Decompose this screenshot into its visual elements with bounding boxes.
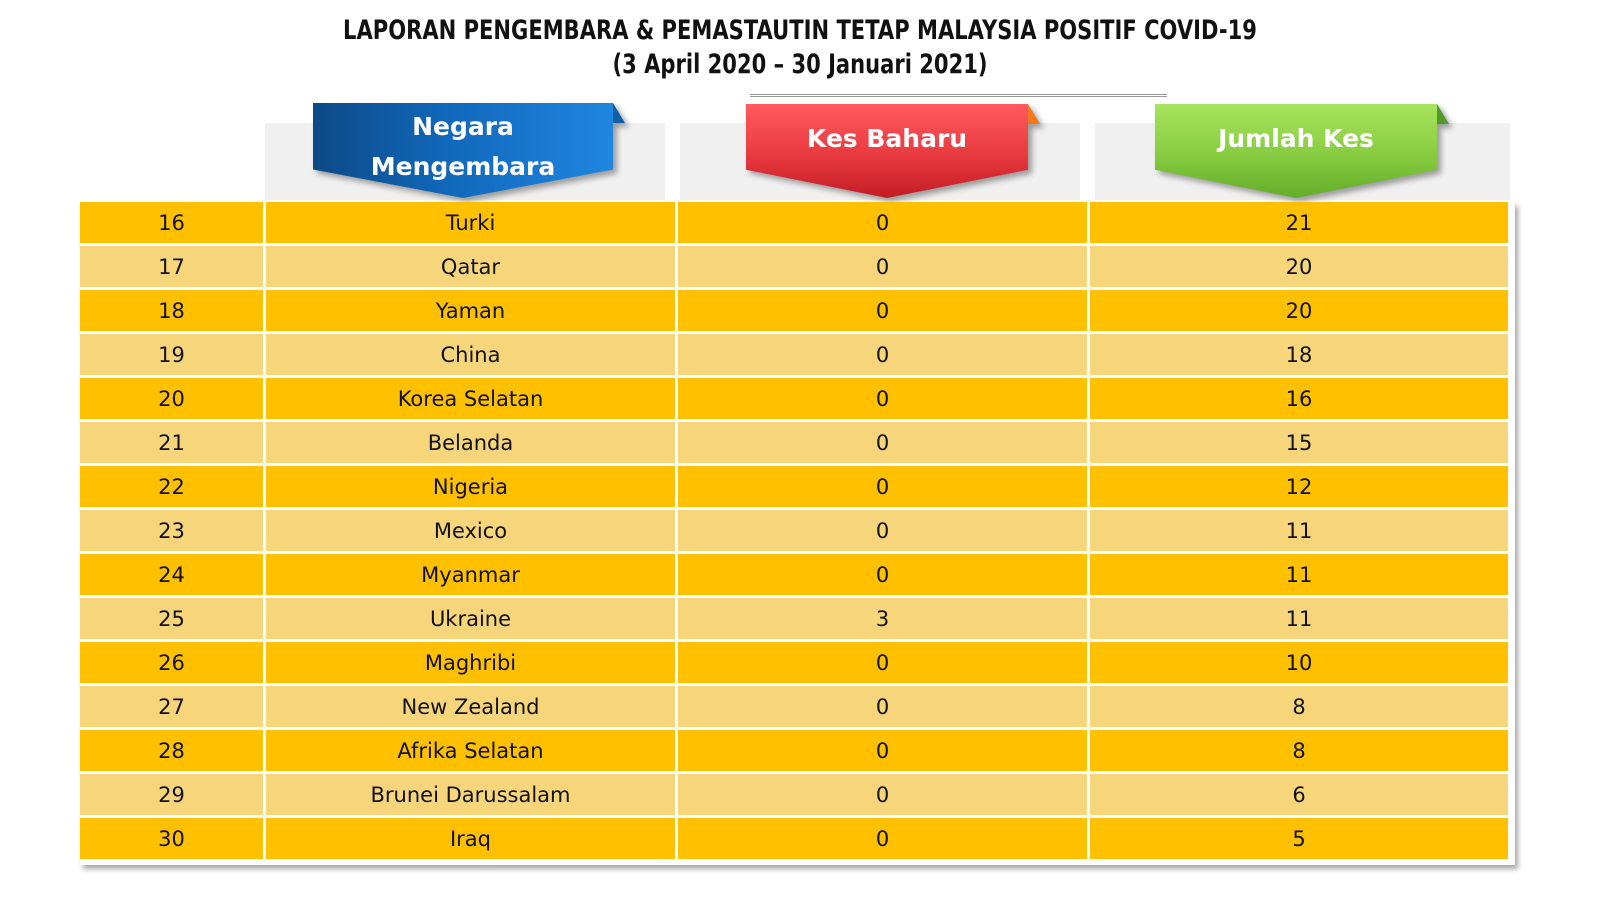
- country-name: Afrika Selatan: [266, 730, 675, 771]
- row-number: 28: [80, 730, 263, 771]
- new-cases-value: 0: [678, 422, 1087, 463]
- row-number: 17: [80, 246, 263, 287]
- new-cases-value: 0: [678, 686, 1087, 727]
- total-cases-value: 11: [1090, 598, 1508, 639]
- table-row: 26 Maghribi 0 10: [80, 642, 1515, 683]
- new-cases-value: 0: [678, 818, 1087, 859]
- row-number: 20: [80, 378, 263, 419]
- total-cases-value: 18: [1090, 334, 1508, 375]
- new-cases-value: 0: [678, 334, 1087, 375]
- total-cases-value: 8: [1090, 686, 1508, 727]
- row-number: 16: [80, 202, 263, 243]
- country-name: Qatar: [266, 246, 675, 287]
- total-cases-value: 11: [1090, 554, 1508, 595]
- table-row: 21 Belanda 0 15: [80, 422, 1515, 463]
- total-cases-value: 12: [1090, 466, 1508, 507]
- row-number: 30: [80, 818, 263, 859]
- cases-table: 16 Turki 0 21 17 Qatar 0 20 18 Yaman 0 2…: [80, 202, 1515, 865]
- country-name: Belanda: [266, 422, 675, 463]
- report-title: LAPORAN PENGEMBARA & PEMASTAUTIN TETAP M…: [0, 14, 1600, 82]
- total-cases-value: 5: [1090, 818, 1508, 859]
- new-cases-value: 0: [678, 202, 1087, 243]
- country-name: Myanmar: [266, 554, 675, 595]
- new-cases-value: 0: [678, 246, 1087, 287]
- column-header-new-cases-label: Kes Baharu: [806, 124, 968, 153]
- table-row: 28 Afrika Selatan 0 8: [80, 730, 1515, 771]
- column-header-total-cases-label: Jumlah Kes: [1218, 124, 1374, 153]
- new-cases-value: 0: [678, 554, 1087, 595]
- title-divider: [750, 94, 1167, 97]
- country-name: Turki: [266, 202, 675, 243]
- column-header-country: Negara Mengembara: [313, 103, 625, 198]
- country-name: Nigeria: [266, 466, 675, 507]
- new-cases-value: 0: [678, 642, 1087, 683]
- total-cases-value: 20: [1090, 246, 1508, 287]
- row-number: 21: [80, 422, 263, 463]
- column-header-country-line1: Negara: [412, 112, 514, 141]
- row-number: 29: [80, 774, 263, 815]
- table-row: 30 Iraq 0 5: [80, 818, 1515, 859]
- title-line-2: (3 April 2020 – 30 Januari 2021): [612, 49, 988, 80]
- country-name: Korea Selatan: [266, 378, 675, 419]
- country-name: Brunei Darussalam: [266, 774, 675, 815]
- column-header-country-line2: Mengembara: [370, 152, 556, 181]
- new-cases-value: 0: [678, 730, 1087, 771]
- row-number: 26: [80, 642, 263, 683]
- total-cases-value: 11: [1090, 510, 1508, 551]
- new-cases-value: 0: [678, 774, 1087, 815]
- country-name: Yaman: [266, 290, 675, 331]
- row-number: 18: [80, 290, 263, 331]
- country-name: Iraq: [266, 818, 675, 859]
- new-cases-value: 3: [678, 598, 1087, 639]
- new-cases-value: 0: [678, 510, 1087, 551]
- row-number: 25: [80, 598, 263, 639]
- row-number: 22: [80, 466, 263, 507]
- row-number: 19: [80, 334, 263, 375]
- table-row: 25 Ukraine 3 11: [80, 598, 1515, 639]
- total-cases-value: 16: [1090, 378, 1508, 419]
- column-header-total-cases: Jumlah Kes: [1155, 104, 1449, 198]
- row-number: 27: [80, 686, 263, 727]
- table-row: 23 Mexico 0 11: [80, 510, 1515, 551]
- title-line-1: LAPORAN PENGEMBARA & PEMASTAUTIN TETAP M…: [343, 15, 1257, 46]
- total-cases-value: 6: [1090, 774, 1508, 815]
- new-cases-value: 0: [678, 466, 1087, 507]
- table-row: 24 Myanmar 0 11: [80, 554, 1515, 595]
- total-cases-value: 20: [1090, 290, 1508, 331]
- table-row: 18 Yaman 0 20: [80, 290, 1515, 331]
- table-row: 27 New Zealand 0 8: [80, 686, 1515, 727]
- new-cases-value: 0: [678, 378, 1087, 419]
- table-row: 29 Brunei Darussalam 0 6: [80, 774, 1515, 815]
- table-row: 19 China 0 18: [80, 334, 1515, 375]
- country-name: Maghribi: [266, 642, 675, 683]
- total-cases-value: 21: [1090, 202, 1508, 243]
- table-row: 16 Turki 0 21: [80, 202, 1515, 243]
- country-name: Mexico: [266, 510, 675, 551]
- table-row: 20 Korea Selatan 0 16: [80, 378, 1515, 419]
- country-name: Ukraine: [266, 598, 675, 639]
- new-cases-value: 0: [678, 290, 1087, 331]
- country-name: China: [266, 334, 675, 375]
- table-row: 17 Qatar 0 20: [80, 246, 1515, 287]
- row-number: 23: [80, 510, 263, 551]
- country-name: New Zealand: [266, 686, 675, 727]
- total-cases-value: 15: [1090, 422, 1508, 463]
- row-number: 24: [80, 554, 263, 595]
- total-cases-value: 8: [1090, 730, 1508, 771]
- column-header-new-cases: Kes Baharu: [746, 104, 1040, 198]
- total-cases-value: 10: [1090, 642, 1508, 683]
- table-row: 22 Nigeria 0 12: [80, 466, 1515, 507]
